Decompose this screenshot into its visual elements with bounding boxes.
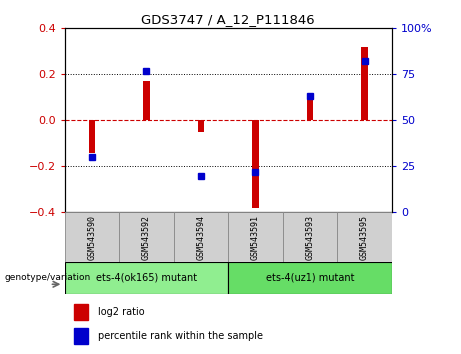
Bar: [75, 304, 89, 320]
Title: GDS3747 / A_12_P111846: GDS3747 / A_12_P111846: [142, 13, 315, 26]
Text: GSM543592: GSM543592: [142, 215, 151, 260]
Text: ets-4(ok165) mutant: ets-4(ok165) mutant: [96, 273, 197, 283]
Text: GSM543595: GSM543595: [360, 215, 369, 260]
Bar: [174, 212, 228, 262]
Bar: [337, 212, 392, 262]
Bar: [307, 97, 313, 120]
Bar: [89, 120, 95, 153]
Bar: [65, 262, 228, 294]
Text: genotype/variation: genotype/variation: [5, 273, 91, 282]
Bar: [75, 328, 89, 344]
Text: percentile rank within the sample: percentile rank within the sample: [98, 331, 263, 341]
Text: GSM543591: GSM543591: [251, 215, 260, 260]
Bar: [361, 47, 368, 120]
Text: log2 ratio: log2 ratio: [98, 307, 144, 317]
Bar: [228, 262, 392, 294]
Bar: [228, 212, 283, 262]
Text: GSM543594: GSM543594: [196, 215, 206, 260]
Bar: [65, 212, 119, 262]
Bar: [252, 120, 259, 208]
Text: GSM543590: GSM543590: [87, 215, 96, 260]
Bar: [143, 81, 150, 120]
Text: ets-4(uz1) mutant: ets-4(uz1) mutant: [266, 273, 354, 283]
Bar: [283, 212, 337, 262]
Bar: [198, 120, 204, 132]
Bar: [119, 212, 174, 262]
Text: GSM543593: GSM543593: [306, 215, 314, 260]
